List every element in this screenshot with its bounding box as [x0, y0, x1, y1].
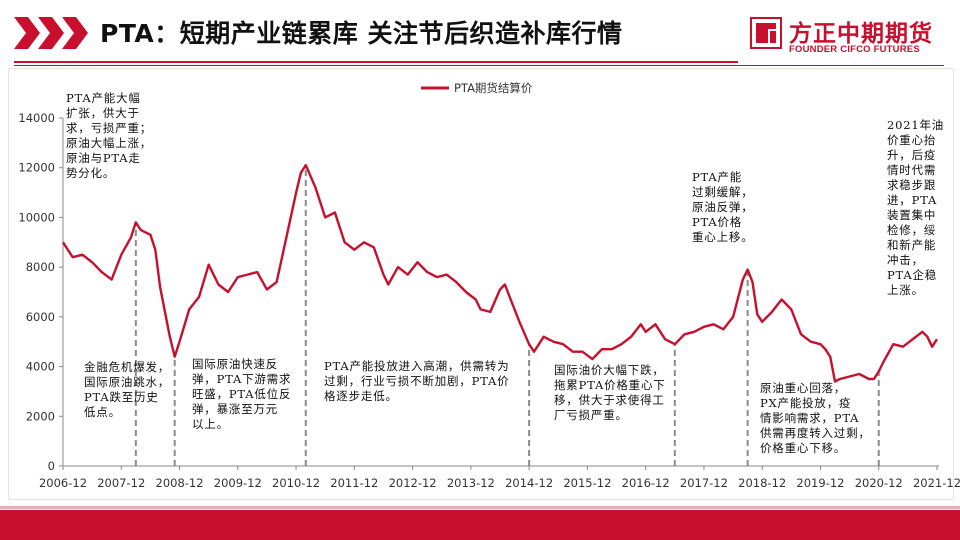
annotation-a5: 国际油价大幅下跌， 拖累PTA价格重心下 移，供大于求使得工 厂亏损严重。: [554, 363, 666, 423]
annotation-line: 情时代需: [887, 163, 937, 177]
legend-label: PTA期货结算价: [454, 81, 533, 95]
annotation-line: PX产能投放，疫: [760, 396, 852, 410]
annotation-line: 价格重心下移。: [760, 441, 847, 455]
annotation-line: 原油与PTA走: [66, 151, 141, 165]
annotation-a1: PTA产能大幅 扩张，供大于 求，亏损严重； 原油大幅上涨， 原油与PTA走 势分化。: [66, 91, 152, 181]
annotation-line: 重心上移。: [692, 230, 754, 244]
annotation-a3: 国际原油快速反 弹，PTA下游需求 旺盛，PTA低位反 弹，暴涨至万元 以上。: [192, 357, 291, 432]
y-tick-label: 14000: [18, 111, 55, 125]
y-tick-label: 6000: [26, 310, 55, 324]
annotation-line: 金融危机爆发，: [84, 360, 171, 374]
annotation-line: 以上。: [192, 417, 229, 431]
annotation-line: PTA价格: [692, 215, 743, 229]
y-tick-label: 2000: [26, 409, 55, 423]
annotation-line: 移，供大于求使得工: [554, 393, 665, 407]
x-tick-label: 2008-12: [156, 476, 204, 490]
annotation-line: 2021年油: [887, 118, 945, 132]
annotation-line: PTA跌至历史: [84, 390, 159, 404]
annotation-line: 原油反弹，: [692, 200, 754, 214]
annotation-a4: PTA产能投放进入高潮，供需转为 过剩，行业亏损不断加剧，PTA价 格逐步走低。: [324, 359, 509, 404]
annotation-line: 和新产能: [887, 238, 937, 252]
annotation-line: 拖累PTA价格重心下: [554, 378, 666, 392]
x-tick-label: 2014-12: [505, 476, 553, 490]
annotation-line: 求稳步跟: [887, 178, 937, 192]
annotation-line: 弹，暴涨至万元: [192, 402, 279, 416]
annotation-line: PTA产能投放进入高潮，供需转为: [324, 359, 510, 373]
y-tick-label: 12000: [18, 161, 55, 175]
x-tick-label: 2020-12: [855, 476, 903, 490]
annotation-line: 升，后疫: [887, 148, 937, 162]
y-tick-label: 4000: [26, 360, 55, 374]
annotation-line: 国际原油快速反: [192, 357, 279, 371]
header-divider: [14, 61, 738, 63]
annotation-line: PTA产能大幅: [66, 91, 141, 105]
annotation-line: 上涨。: [887, 283, 924, 297]
annotation-line: 弹，PTA下游需求: [192, 372, 292, 386]
annotation-line: 旺盛，PTA低位反: [192, 387, 292, 401]
annotation-line: 厂亏损严重。: [554, 408, 628, 422]
brand-name-en: FOUNDER CIFCO FUTURES: [789, 44, 920, 55]
page-title: PTA：短期产业链累库 关注节后织造补库行情: [100, 19, 623, 48]
x-tick-label: 2007-12: [97, 476, 145, 490]
annotation-line: PTA企稳: [887, 268, 938, 282]
header: PTA：短期产业链累库 关注节后织造补库行情 方正中期期货 FOUNDER CI…: [0, 0, 960, 66]
y-tick-label: 8000: [26, 260, 55, 274]
header-divider-thin: [14, 65, 944, 66]
annotation-line: 低点。: [84, 405, 121, 419]
x-tick-label: 2016-12: [622, 476, 670, 490]
x-tick-label: 2010-12: [272, 476, 320, 490]
annotation-line: 供需再度转入过剩，: [760, 426, 871, 440]
annotation-line: 检修，绥: [887, 223, 937, 237]
annotation-line: 原油重心回落，: [760, 381, 847, 395]
annotation-line: 情影响需求，PTA: [760, 411, 860, 425]
x-tick-label: 2021-12: [913, 476, 960, 490]
y-tick-label: 0: [48, 459, 55, 473]
plot-frame: [8, 68, 954, 500]
annotation-line: 求，亏损严重；: [66, 121, 153, 135]
annotation-a2: 金融危机爆发， 国际原油跳水， PTA跌至历史 低点。: [84, 360, 170, 420]
annotation-line: 原油大幅上涨，: [66, 136, 153, 150]
annotation-line: 过剩缓解，: [692, 185, 754, 199]
annotation-a6: PTA产能 过剩缓解， 原油反弹， PTA价格 重心上移。: [692, 170, 754, 245]
y-tick-label: 10000: [18, 210, 55, 224]
annotation-line: 格逐步走低。: [324, 389, 398, 403]
footer-strip: [0, 506, 960, 509]
annotation-line: PTA产能: [692, 170, 743, 184]
annotation-a8: 2021年油 价重心抬 升，后疫 情时代需 求稳步跟 进，PTA 装置集中 检修，绥 和新产能冲…: [887, 118, 944, 298]
annotation-line: 扩张，供大于: [66, 106, 140, 120]
company-logo-icon: [750, 17, 782, 49]
x-tick-label: 2015-12: [563, 476, 611, 490]
x-tick-label: 2019-12: [796, 476, 844, 490]
x-tick-label: 2012-12: [389, 476, 437, 490]
annotation-line: 价重心抬: [887, 133, 937, 147]
x-tick-label: 2017-12: [680, 476, 728, 490]
x-tick-label: 2013-12: [447, 476, 495, 490]
brand-name-cn: 方正中期期货: [789, 21, 933, 47]
annotation-line: 过剩，行业亏损不断加剧，PTA价: [324, 374, 510, 388]
x-tick-label: 2018-12: [738, 476, 786, 490]
series-line-pta-settlement: [61, 163, 939, 383]
footer-band: [0, 510, 960, 540]
annotation-line: 进，PTA: [887, 193, 938, 207]
x-tick-label: 2009-12: [214, 476, 262, 490]
x-tick-label: 2006-12: [39, 476, 87, 490]
annotation-line: 国际油价大幅下跌，: [554, 363, 665, 377]
annotation-line: 势分化。: [66, 166, 116, 180]
annotation-line: 装置集中: [887, 208, 937, 222]
chevron-decoration-icon: [14, 17, 88, 49]
annotation-line: 国际原油跳水，: [84, 375, 171, 389]
annotation-a7: 原油重心回落， PX产能投放，疫 情影响需求，PTA 供需再度转入过剩， 价格重心下移。: [760, 381, 871, 456]
annotation-line: 冲击，: [887, 253, 924, 267]
x-tick-label: 2011-12: [330, 476, 378, 490]
